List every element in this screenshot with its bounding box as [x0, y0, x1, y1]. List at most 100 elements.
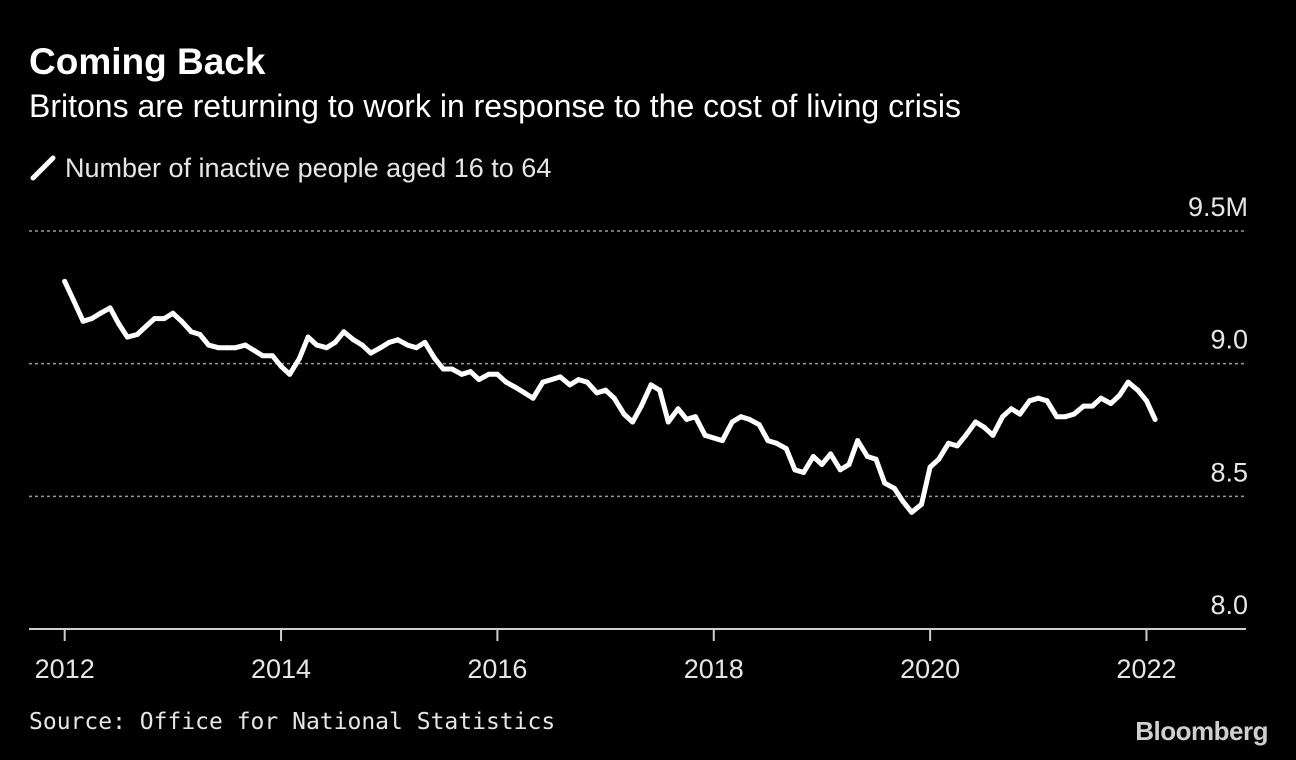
data-point — [80, 318, 86, 324]
data-point — [1108, 401, 1114, 406]
legend-label: Number of inactive people aged 16 to 64 — [65, 152, 552, 183]
data-point — [161, 316, 167, 322]
data-point — [260, 353, 266, 359]
data-point — [1000, 414, 1006, 420]
data-point — [828, 451, 834, 457]
data-point — [1062, 414, 1068, 420]
data-point — [837, 467, 843, 473]
data-point — [324, 345, 329, 351]
data-point — [611, 395, 617, 401]
data-point — [936, 456, 942, 462]
data-point — [459, 371, 465, 377]
data-point — [692, 414, 698, 420]
data-point — [900, 499, 906, 505]
data-point — [305, 334, 311, 340]
x-axis: 2012 2014 2016 2018 2020 2022 — [29, 628, 1246, 684]
data-point — [846, 462, 852, 467]
data-point — [549, 377, 554, 383]
data-point — [603, 387, 609, 393]
data-point — [576, 377, 581, 383]
data-point — [432, 355, 438, 361]
data-point — [188, 329, 194, 335]
data-point — [476, 377, 482, 383]
data-point — [801, 470, 807, 475]
data-point — [70, 297, 76, 303]
data-point — [783, 446, 789, 452]
data-point — [386, 339, 392, 345]
y-tick-label: 8.0 — [1210, 590, 1248, 620]
data-point — [648, 382, 654, 388]
data-point — [927, 464, 933, 470]
data-point — [503, 379, 509, 385]
data-point — [1081, 403, 1087, 409]
data-point — [1116, 393, 1122, 398]
data-point — [882, 480, 888, 486]
x-tick-label: 2014 — [251, 654, 311, 684]
data-point — [359, 342, 365, 348]
data-point — [1098, 395, 1104, 401]
data-point — [395, 337, 401, 343]
data-point — [963, 432, 969, 438]
data-point — [657, 387, 663, 393]
series-line — [62, 278, 1158, 515]
data-point — [378, 345, 384, 351]
data-point — [954, 443, 960, 449]
data-point — [810, 454, 816, 459]
data-point — [278, 363, 284, 369]
y-tick-label: 8.5 — [1210, 457, 1248, 487]
data-point — [855, 438, 861, 444]
data-point — [774, 440, 779, 446]
legend-line-icon — [30, 155, 56, 181]
data-point — [422, 339, 428, 345]
y-tick-label: 9.5M — [1188, 192, 1248, 222]
data-point — [1144, 398, 1149, 404]
data-point — [1044, 398, 1050, 404]
legend: Number of inactive people aged 16 to 64 — [29, 150, 551, 186]
data-point — [567, 382, 573, 388]
data-point — [467, 369, 473, 375]
data-point — [251, 347, 257, 353]
data-point — [819, 462, 825, 467]
data-point — [540, 379, 546, 385]
data-point — [919, 501, 924, 507]
data-point — [314, 342, 320, 348]
data-point — [1017, 411, 1023, 417]
data-point — [269, 353, 275, 359]
data-point — [530, 395, 536, 401]
data-point — [287, 371, 293, 377]
data-point — [116, 321, 122, 327]
data-point — [765, 438, 771, 444]
x-tick-label: 2012 — [35, 654, 95, 684]
data-point — [107, 305, 113, 311]
x-tick-label: 2022 — [1116, 654, 1176, 684]
data-point — [206, 342, 212, 348]
data-point — [494, 371, 500, 377]
data-point — [449, 366, 455, 372]
data-point — [1054, 414, 1060, 420]
data-point — [143, 324, 149, 329]
chart-title: Coming Back — [29, 41, 266, 82]
data-point — [909, 509, 915, 515]
data-point — [873, 456, 879, 462]
data-point — [233, 345, 239, 351]
data-point — [630, 419, 636, 425]
data-point — [702, 432, 708, 438]
data-point — [405, 342, 411, 348]
data-point — [351, 337, 356, 343]
data-point — [368, 350, 374, 356]
data-point — [134, 332, 140, 337]
bloomberg-logo: Bloomberg — [1135, 716, 1268, 746]
data-point — [594, 390, 600, 396]
data-point — [557, 374, 563, 380]
data-point — [332, 339, 338, 345]
data-point — [891, 485, 897, 491]
data-point — [1089, 403, 1095, 409]
data-point — [711, 435, 717, 441]
source-note: Source: Office for National Statistics — [29, 709, 556, 735]
data-point — [486, 371, 492, 377]
data-point — [170, 310, 176, 316]
data-point — [296, 355, 302, 361]
data-point — [1071, 411, 1077, 417]
x-tick-label: 2020 — [900, 654, 960, 684]
